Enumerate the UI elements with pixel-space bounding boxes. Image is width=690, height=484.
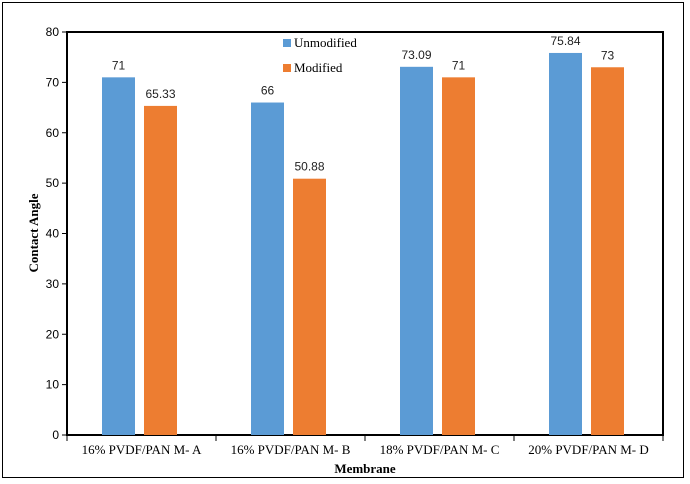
data-label: 71 [112,58,126,72]
category-label: 18% PVDF/PAN M- C [380,442,500,457]
data-label: 50.88 [294,160,324,174]
legend-label-unmodified: Unmodified [294,35,357,50]
y-tick-label: 60 [46,126,60,140]
data-label: 66 [261,84,275,98]
x-axis-title: Membrane [334,461,396,476]
y-axis-title: Contact Angle [26,193,41,272]
bar-unmodified [251,102,284,436]
y-tick-label: 10 [46,378,60,392]
y-tick-label: 50 [46,176,60,190]
legend-swatch-modified [283,64,291,72]
bar-modified [442,77,475,436]
bar-modified [591,67,624,435]
data-label: 75.84 [550,34,580,48]
category-label: 16% PVDF/PAN M- B [231,442,351,457]
legend-swatch-unmodified [283,39,291,47]
y-tick-label: 0 [52,428,59,442]
category-label: 20% PVDF/PAN M- D [528,442,649,457]
y-tick-label: 30 [46,277,60,291]
bar-modified [144,105,177,436]
data-label: 73.09 [401,48,431,62]
bar-unmodified [549,52,582,436]
data-label: 65.33 [145,87,175,101]
category-label: 16% PVDF/PAN M- A [82,442,202,457]
y-tick-label: 40 [46,227,60,241]
bar-unmodified [400,66,433,435]
y-tick-label: 80 [46,25,60,39]
data-label: 73 [601,48,615,62]
bar-unmodified [102,77,135,436]
y-tick-label: 20 [46,327,60,341]
legend-label-modified: Modified [294,60,343,75]
bar-modified [293,178,326,435]
y-tick-label: 70 [46,75,60,89]
data-label: 71 [452,58,466,72]
